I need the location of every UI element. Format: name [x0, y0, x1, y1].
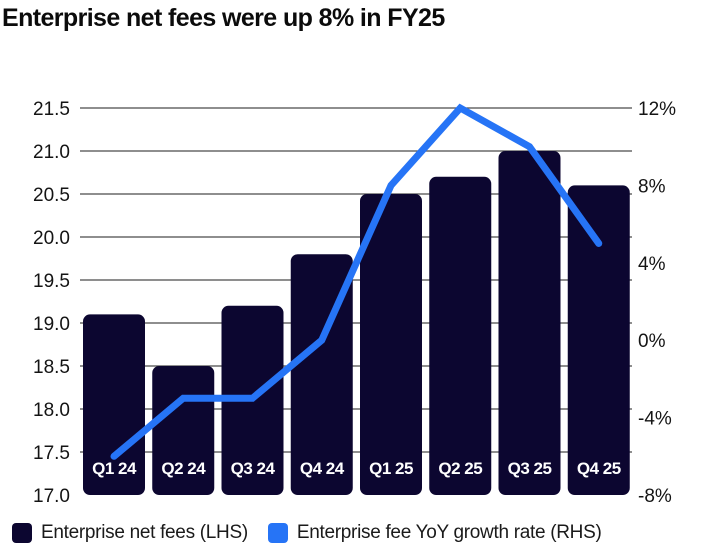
legend-swatch-growth-rate — [267, 523, 288, 543]
left-axis-ticks: 17.0 17.5 18.0 18.5 19.0 19.5 20.0 20.5 21.0 21.5 — [33, 99, 70, 507]
right-tick-label: -4% — [638, 409, 672, 430]
bar — [567, 185, 630, 495]
bar-category-label: Q1 24 — [92, 459, 137, 478]
right-tick-label: -8% — [638, 486, 672, 507]
left-tick-label: 19.5 — [33, 271, 70, 292]
bar — [360, 194, 422, 495]
bar — [429, 176, 492, 496]
left-tick-label: 20.5 — [33, 185, 70, 206]
right-tick-label: 0% — [638, 331, 666, 352]
chart-title: Enterprise net fees were up 8% in FY25 — [2, 4, 445, 32]
growth-line-path — [110, 103, 603, 460]
bar-category-label: Q2 24 — [161, 459, 206, 478]
bar — [498, 151, 561, 495]
left-tick-label: 20.0 — [33, 228, 70, 249]
right-tick-label: 12% — [638, 99, 676, 120]
bar-labels: Q1 24 Q2 24 Q3 24 Q4 24 Q1 25 Q2 25 Q3 25 Q4 25 — [92, 459, 621, 478]
left-tick-label: 18.0 — [33, 400, 70, 421]
legend-swatch-net-fees — [12, 523, 32, 543]
growth-line — [110, 103, 603, 460]
legend-label-growth-rate: Enterprise fee YoY growth rate (RHS) — [296, 522, 602, 543]
left-tick-label: 17.5 — [33, 443, 70, 464]
right-tick-label: 8% — [638, 176, 666, 197]
bar — [83, 314, 145, 495]
bar-category-label: Q1 25 — [369, 459, 413, 478]
legend-item-growth-rate: Enterprise fee YoY growth rate (RHS) — [267, 522, 602, 544]
bar-category-label: Q3 24 — [231, 459, 276, 478]
left-tick-label: 19.0 — [33, 314, 70, 335]
right-axis-ticks: -8% -4% 0% 4% 8% 12% — [638, 99, 676, 507]
left-tick-label: 21.0 — [33, 142, 70, 163]
legend-label-net-fees: Enterprise net fees (LHS) — [41, 522, 248, 543]
bars — [83, 151, 630, 496]
left-tick-label: 18.5 — [33, 357, 70, 378]
bar-category-label: Q4 25 — [577, 459, 621, 478]
legend: Enterprise net fees (LHS) Enterprise fee… — [12, 522, 622, 544]
left-tick-label: 21.5 — [33, 99, 70, 120]
bar-category-label: Q2 25 — [438, 459, 482, 478]
left-tick-label: 17.0 — [33, 486, 70, 507]
legend-item-net-fees: Enterprise net fees (LHS) — [12, 522, 248, 544]
bar-category-label: Q4 24 — [300, 459, 345, 478]
right-tick-label: 4% — [638, 254, 666, 275]
bar-category-label: Q3 25 — [508, 459, 552, 478]
bar — [290, 254, 353, 495]
